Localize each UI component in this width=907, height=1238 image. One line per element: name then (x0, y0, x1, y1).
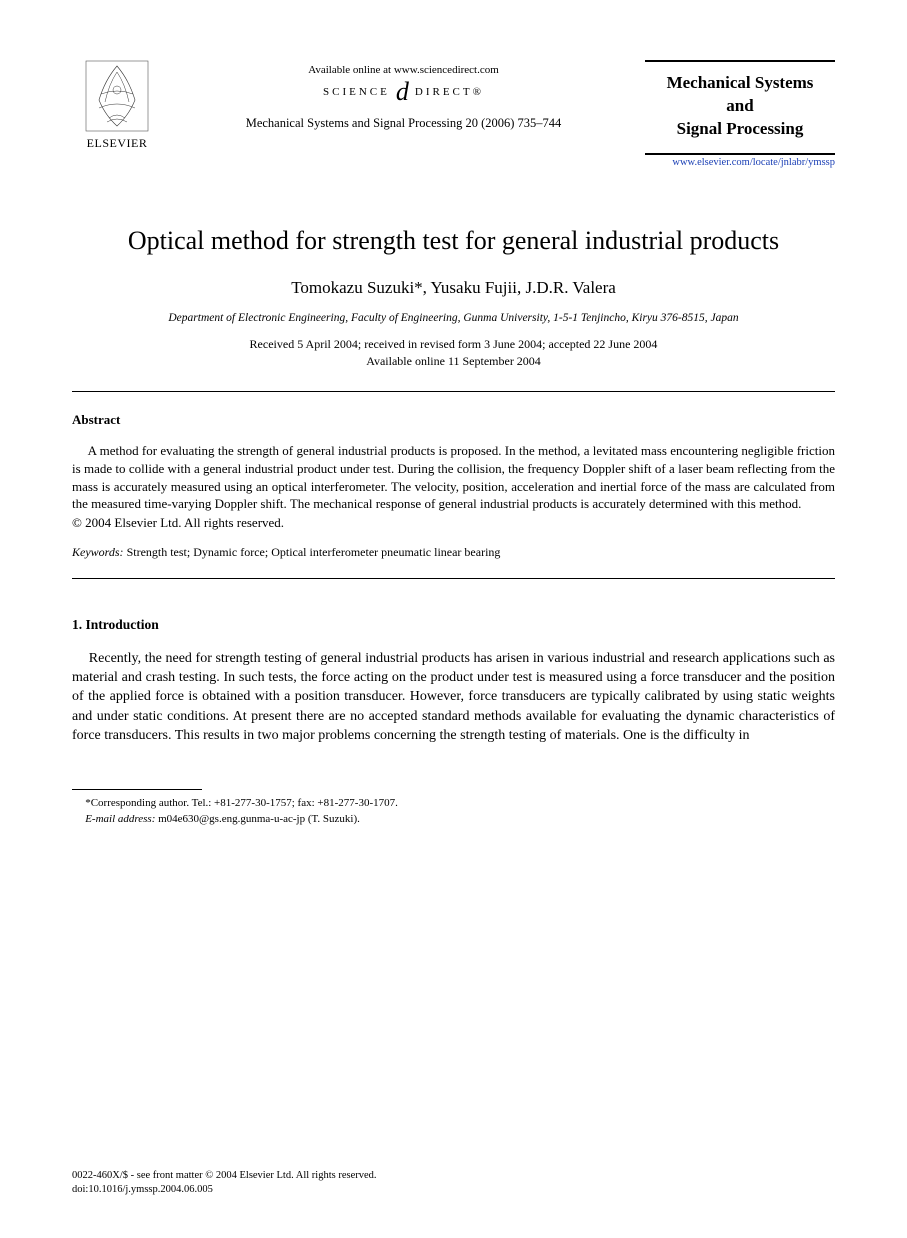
rule-bottom (72, 578, 835, 579)
article-dates: Received 5 April 2004; received in revis… (72, 336, 835, 370)
section-1-heading: 1. Introduction (72, 617, 835, 633)
footnote-rule (72, 789, 202, 790)
elsevier-logo-icon (85, 60, 149, 132)
available-online-text: Available online at www.sciencedirect.co… (162, 64, 645, 76)
abstract-heading: Abstract (72, 412, 835, 428)
footer-line-1: 0022-460X/$ - see front matter © 2004 El… (72, 1169, 377, 1184)
journal-url-link[interactable]: www.elsevier.com/locate/jnlabr/ymssp (645, 157, 835, 168)
journal-box-wrapper: Mechanical Systems and Signal Processing… (645, 60, 835, 168)
footnote-email-label: E-mail address: (85, 813, 155, 825)
footnote-email-value: m04e630@gs.eng.gunma-u-ac-jp (T. Suzuki)… (155, 813, 360, 825)
abstract-body: A method for evaluating the strength of … (72, 442, 835, 512)
sd-text-right: DIRECT® (415, 86, 484, 98)
footer-line-2: doi:10.1016/j.ymssp.2004.06.005 (72, 1183, 377, 1198)
affiliation-text: Department of Electronic Engineering, Fa… (72, 312, 835, 324)
footnote-corresponding: *Corresponding author. Tel.: +81-277-30-… (72, 796, 835, 812)
header-center: Available online at www.sciencedirect.co… (162, 60, 645, 131)
article-title: Optical method for strength test for gen… (72, 226, 835, 256)
keywords-label: Keywords: (72, 545, 124, 559)
author-list: Tomokazu Suzuki*, Yusaku Fujii, J.D.R. V… (72, 278, 835, 298)
journal-line-3: Signal Processing (651, 118, 829, 141)
section-1-paragraph-1: Recently, the need for strength testing … (72, 649, 835, 746)
abstract-copyright: © 2004 Elsevier Ltd. All rights reserved… (72, 515, 835, 531)
page-footer: 0022-460X/$ - see front matter © 2004 El… (72, 1169, 377, 1198)
publisher-block: ELSEVIER (72, 60, 162, 151)
keywords-text: Strength test; Dynamic force; Optical in… (124, 545, 501, 559)
dates-line-2: Available online 11 September 2004 (72, 353, 835, 370)
rule-top (72, 391, 835, 392)
sd-text-left: SCIENCE (323, 86, 390, 98)
sciencedirect-logo: SCIENCE d DIRECT® (323, 86, 484, 98)
journal-line-1: Mechanical Systems (651, 72, 829, 95)
footnote-email: E-mail address: m04e630@gs.eng.gunma-u-a… (72, 812, 835, 828)
header-row: ELSEVIER Available online at www.science… (72, 60, 835, 168)
journal-title-box: Mechanical Systems and Signal Processing (645, 60, 835, 155)
keywords-line: Keywords: Strength test; Dynamic force; … (72, 545, 835, 560)
dates-line-1: Received 5 April 2004; received in revis… (72, 336, 835, 353)
journal-line-2: and (651, 95, 829, 118)
publisher-name: ELSEVIER (87, 136, 148, 151)
citation-line: Mechanical Systems and Signal Processing… (162, 116, 645, 131)
